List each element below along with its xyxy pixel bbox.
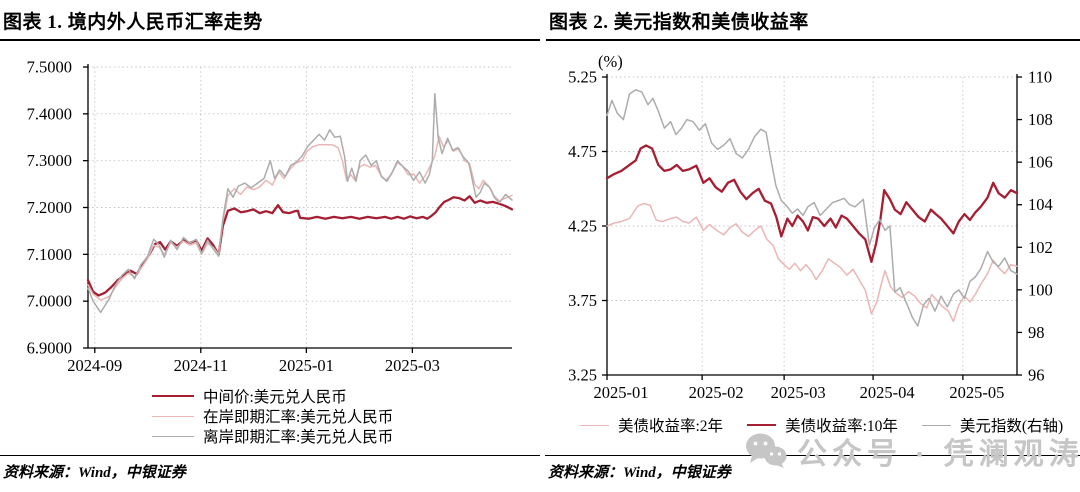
panel-cny-fx: 图表 1. 境内外人民币汇率走势 6.9000 7.0000 7.1000 7.200… [0, 0, 540, 482]
chart1-source: 资料来源：Wind，中银证券 [3, 465, 186, 481]
svg-text:106: 106 [1028, 153, 1053, 172]
svg-text:102: 102 [1028, 238, 1053, 257]
svg-text:104: 104 [1028, 195, 1053, 214]
svg-text:7.0000: 7.0000 [27, 292, 72, 311]
legend-label: 美元指数(右轴) [959, 418, 1064, 435]
chart2-legend: 美债收益率:2年 美债收益率:10年 美元指数(右轴) [580, 414, 1063, 436]
legend-item-usd-index: 美元指数(右轴) [921, 414, 1064, 436]
legend-label: 中间价:美元兑人民币 [203, 389, 347, 406]
usd-index-treasury-line-chart: 3.25 3.75 4.25 4.75 5.25 2025-01 2025-02 2025-0… [568, 52, 1053, 402]
watermark-text: 公众号 · 凭澜观涛 [797, 438, 1080, 471]
legend-item-ust-10y: 美债收益率:10年 [747, 414, 898, 436]
svg-text:100: 100 [1028, 280, 1053, 299]
chart1-title: 图表 1. 境内外人民币汇率走势 [0, 0, 540, 41]
cny-fx-line-chart: 6.9000 7.0000 7.1000 7.2000 7.3000 7.4000 7.50… [27, 58, 514, 375]
usd-index-line-swatch [921, 424, 951, 426]
chart2-source: 资料来源：Wind，中银证券 [548, 465, 731, 481]
svg-text:2024-11: 2024-11 [174, 356, 228, 375]
ust-10y-line-swatch [747, 424, 777, 426]
offshore-spot-line-swatch [152, 435, 194, 437]
svg-text:7.4000: 7.4000 [27, 104, 72, 123]
chart2-source-divider: 资料来源：Wind，中银证券 [545, 455, 1080, 482]
svg-text:2025-02: 2025-02 [689, 383, 744, 402]
wechat-watermark: 公众号 · 凭澜观涛 [745, 429, 1080, 473]
svg-text:5.25: 5.25 [568, 68, 597, 87]
svg-text:2025-03: 2025-03 [385, 356, 440, 375]
svg-text:7.3000: 7.3000 [27, 151, 72, 170]
svg-text:3.25: 3.25 [568, 366, 597, 385]
legend-item-onshore-spot: 在岸即期汇率:美元兑人民币 [152, 406, 393, 426]
legend-label: 美债收益率:2年 [618, 418, 724, 435]
svg-text:2024-09: 2024-09 [67, 356, 122, 375]
legend-label: 美债收益率:10年 [785, 418, 898, 435]
chart2-title: 图表 2. 美元指数和美债收益率 [546, 0, 1080, 41]
central-parity-line-swatch [152, 395, 194, 397]
svg-text:96: 96 [1028, 366, 1045, 385]
svg-text:7.2000: 7.2000 [27, 198, 72, 217]
svg-text:2025-01: 2025-01 [594, 383, 649, 402]
legend-item-central-parity: 中间价:美元兑人民币 [152, 386, 393, 406]
svg-text:(%): (%) [598, 52, 623, 71]
legend-label: 离岸即期汇率:美元兑人民币 [203, 429, 394, 446]
legend-label: 在岸即期汇率:美元兑人民币 [203, 409, 394, 426]
wechat-icon [746, 433, 787, 468]
legend-item-offshore-spot: 离岸即期汇率:美元兑人民币 [152, 426, 393, 446]
svg-text:4.25: 4.25 [568, 217, 597, 236]
svg-text:2025-04: 2025-04 [860, 383, 915, 402]
chart1-legend: 中间价:美元兑人民币 在岸即期汇率:美元兑人民币 离岸即期汇率:美元兑人民币 [152, 386, 393, 446]
svg-text:3.75: 3.75 [568, 291, 597, 310]
svg-text:7.5000: 7.5000 [27, 58, 72, 77]
panel-usd-treasury: 图表 2. 美元指数和美债收益率 3.25 3.75 4.25 4.75 5.25 202… [540, 0, 1080, 492]
chart1-source-divider: 资料来源：Wind，中银证券 [0, 455, 540, 482]
svg-text:7.1000: 7.1000 [27, 245, 72, 264]
svg-text:110: 110 [1028, 68, 1052, 87]
svg-text:2025-01: 2025-01 [279, 356, 334, 375]
svg-text:98: 98 [1028, 323, 1045, 342]
ust-2y-line-swatch [580, 424, 609, 426]
svg-text:2025-05: 2025-05 [949, 383, 1004, 402]
legend-item-ust-2y: 美债收益率:2年 [580, 414, 723, 436]
svg-text:6.9000: 6.9000 [27, 339, 72, 358]
svg-text:108: 108 [1028, 110, 1053, 129]
onshore-spot-line-swatch [152, 415, 194, 417]
svg-text:4.75: 4.75 [568, 142, 597, 161]
svg-text:2025-03: 2025-03 [771, 383, 826, 402]
